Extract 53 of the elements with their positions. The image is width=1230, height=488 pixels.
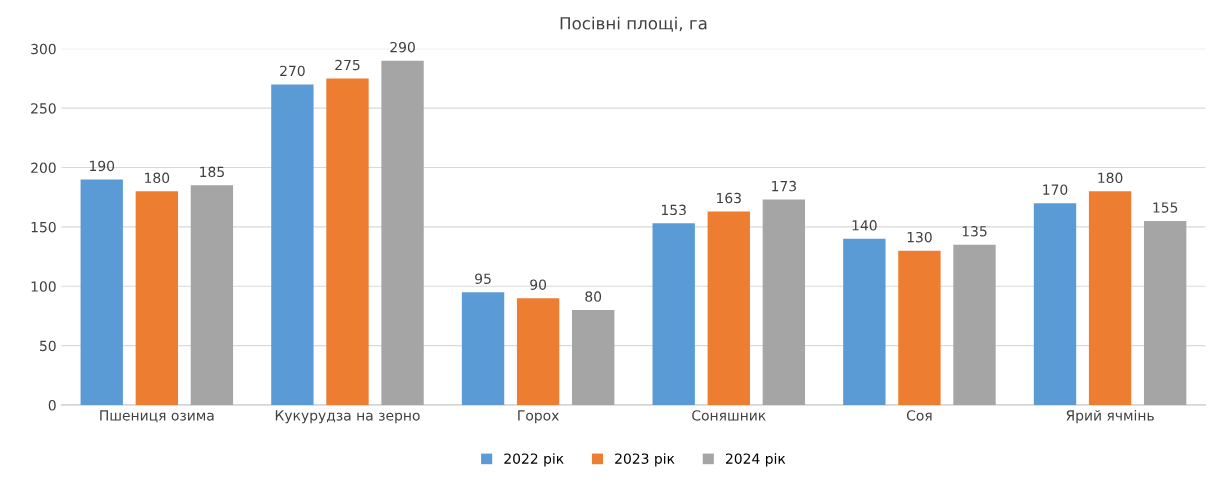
x-tick-label: Ярий ячмінь [1066,409,1154,424]
bar [1143,220,1187,406]
data-label: 135 [962,225,987,237]
bar [707,211,750,406]
x-tick-label: Соя [906,410,932,421]
bar [1033,203,1077,406]
bar [271,84,314,406]
bar [572,310,615,406]
data-label: 170 [1043,184,1068,195]
y-tick-label: 150 [31,221,56,233]
bar [135,191,179,406]
data-label: 275 [335,59,360,71]
bar [762,199,806,406]
chart-title: Посівні площі, га [560,16,707,32]
bar [190,185,234,406]
y-tick-label: 100 [31,281,56,292]
data-label: 95 [475,273,491,284]
y-tick-label: 0 [48,400,56,411]
y-tick-label: 250 [31,103,56,114]
bar [326,78,369,406]
bar [1088,191,1132,406]
data-label: 163 [717,192,741,204]
y-tick-label: 200 [31,162,56,174]
x-tick-label: Соняшник [692,410,766,421]
bar [652,223,695,406]
legend-label: 2024 рік [725,453,786,467]
data-label: 270 [280,65,305,77]
y-tick-label: 50 [40,340,56,352]
data-label: 153 [661,204,686,216]
data-label: 185 [200,166,224,178]
bar [516,298,560,406]
data-label: 180 [1098,172,1123,184]
data-label: 173 [772,180,796,192]
x-tick-label: Горох [518,410,559,424]
legend-label: 2022 рік [504,453,564,467]
bar [843,238,886,406]
x-tick-label: Пшениця озима [100,410,214,423]
bar [80,179,123,406]
data-label: 90 [530,279,547,290]
x-tick-label: Кукурудза на зерно [275,410,420,424]
bar [898,250,941,406]
legend-label: 2023 рік [615,453,675,467]
y-tick-label: 300 [31,43,56,55]
data-label: 130 [907,231,932,243]
bar [953,244,996,406]
data-label: 140 [852,220,877,231]
data-label: 80 [585,291,602,302]
data-label: 190 [90,160,115,172]
data-label: 180 [145,172,170,184]
data-label: 155 [1153,202,1178,213]
data-label: 290 [390,41,415,53]
bar [381,60,424,406]
bar [461,292,505,406]
